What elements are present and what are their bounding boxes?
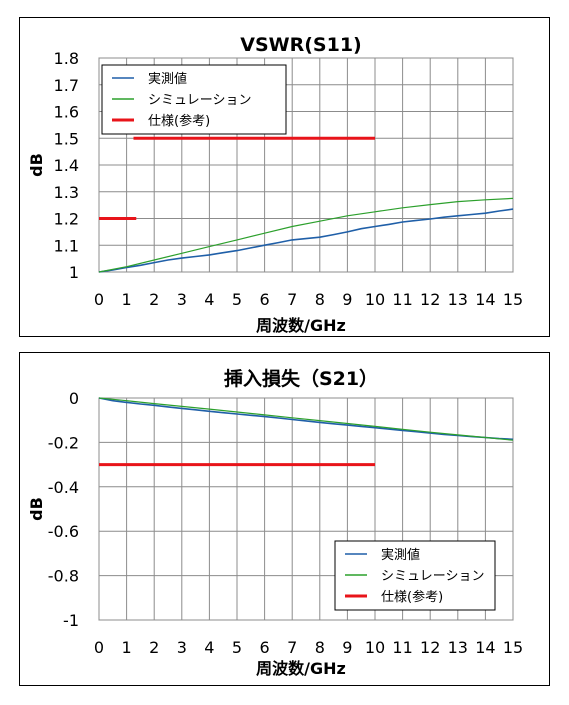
y-tick-label: 1.5 (54, 129, 79, 148)
vswr-chart: 0 1 2 3 4 5 6 7 8 9 10 11 12 13 14 1511.11.21.31.41.51.… (27, 34, 523, 335)
x-tick-label: 3 (177, 290, 187, 309)
x-tick-label: 2 (149, 638, 159, 657)
x-tick-label: 15 (503, 290, 523, 309)
y-tick-label: -0.4 (48, 478, 79, 497)
x-tick-label: 12 (420, 638, 440, 657)
measured-series-line (98, 397, 514, 441)
x-tick-label: 11 (392, 638, 412, 657)
insertion-loss-chart-panel: 0 1 2 3 4 5 6 7 8 9 10 11 12 13 14 15 0 -0.2 -0.4 -0.6 -0.8-… (19, 352, 550, 686)
x-tick-label: 12 (420, 290, 440, 309)
y-tick-label: 1.3 (54, 183, 79, 202)
x-tick-label: 3 (177, 638, 187, 657)
y-tick-label: 1.4 (54, 156, 79, 175)
y-tick-label: 0 (69, 389, 79, 408)
chart-title: VSWR(S11) (240, 34, 361, 56)
x-tick-label: 10 (365, 638, 385, 657)
x-tick-label: 0 (94, 290, 104, 309)
x-tick-label: 13 (448, 290, 468, 309)
y-axis-label: dB (27, 497, 46, 521)
y-tick-label: 1.6 (54, 103, 79, 122)
x-tick-label: 14 (475, 638, 495, 657)
x-tick-label: 2 (149, 290, 159, 309)
y-tick-label: -0.6 (48, 522, 79, 541)
legend-label: シミュレーション (381, 569, 484, 584)
simulation-series-line (98, 197, 514, 273)
y-tick-label: 1 (69, 263, 79, 282)
y-tick-label: -0.8 (48, 567, 79, 586)
legend-label: 仕様(参考) (381, 589, 443, 605)
x-tick-label: 9 (342, 290, 352, 309)
x-tick-label: 0 (94, 638, 104, 657)
x-tick-label: 11 (392, 290, 412, 309)
legend-label: シミュレーション (148, 93, 251, 108)
measured-series-line (98, 208, 514, 273)
x-tick-label: 4 (204, 638, 214, 657)
legend-label: 実測値 (381, 547, 420, 563)
y-tick-label: 1.7 (54, 76, 79, 95)
x-tick-label: 7 (287, 638, 297, 657)
x-tick-label: 14 (475, 290, 495, 309)
legend-label: 仕様(参考) (148, 113, 210, 129)
y-axis-label: dB (27, 153, 46, 177)
x-tick-label: 13 (448, 638, 468, 657)
x-tick-label: 5 (232, 290, 242, 309)
y-tick-label: 1.1 (54, 236, 79, 255)
y-tick-label: -1 (63, 611, 79, 630)
legend-label: 実測値 (148, 71, 187, 87)
y-tick-label: 1.2 (54, 210, 79, 229)
x-tick-label: 7 (287, 290, 297, 309)
x-tick-label: 1 (122, 638, 132, 657)
x-tick-label: 8 (315, 638, 325, 657)
x-axis-label: 周波数/GHz (256, 659, 346, 678)
insertion-loss-chart: 0 1 2 3 4 5 6 7 8 9 10 11 12 13 14 150-0.2-0.4-0.6-0.8-… (27, 367, 523, 678)
x-tick-label: 1 (122, 290, 132, 309)
x-axis-label: 周波数/GHz (256, 316, 346, 335)
x-tick-label: 9 (342, 638, 352, 657)
x-tick-label: 6 (260, 638, 270, 657)
chart-title: 挿入損失（S21） (224, 367, 378, 390)
y-tick-label: -0.2 (48, 433, 79, 452)
x-tick-label: 5 (232, 638, 242, 657)
y-tick-label: 1.8 (54, 49, 79, 68)
x-tick-label: 8 (315, 290, 325, 309)
simulation-series-line (98, 397, 514, 441)
x-tick-label: 4 (204, 290, 214, 309)
x-tick-label: 10 (365, 290, 385, 309)
vswr-chart-panel: 0 1 2 3 4 5 6 7 8 9 10 11 12 13 14 15 1 1.1 1.2 1.3 1.4 1.5 1.… (19, 17, 550, 337)
x-tick-label: 15 (503, 638, 523, 657)
x-tick-label: 6 (260, 290, 270, 309)
